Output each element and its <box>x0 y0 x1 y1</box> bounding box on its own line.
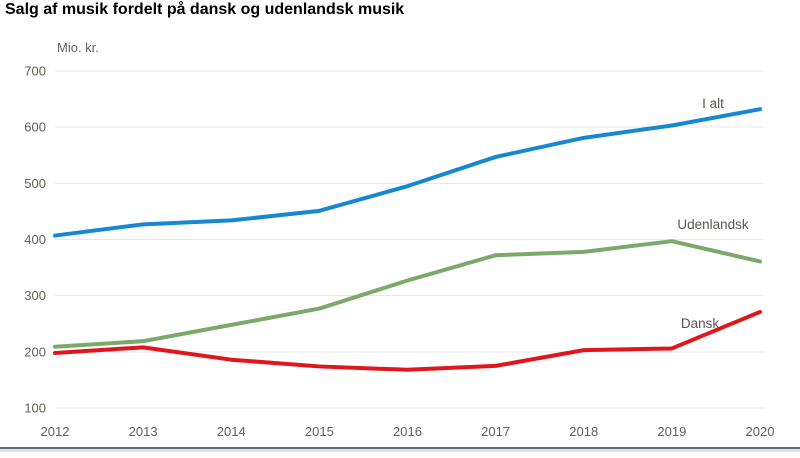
y-tick-label: 200 <box>24 344 46 359</box>
x-tick-label: 2013 <box>129 424 158 439</box>
x-tick-label: 2015 <box>305 424 334 439</box>
footer-divider-dark <box>0 447 800 449</box>
x-tick-label: 2012 <box>41 424 70 439</box>
footer-divider-light <box>0 449 800 452</box>
series-label-udenlandsk: Udenlandsk <box>677 217 749 232</box>
y-tick-label: 700 <box>24 64 46 79</box>
series-line-udenlandsk <box>53 239 762 349</box>
x-tick-label: 2018 <box>569 424 598 439</box>
chart-title: Salg af musik fordelt på dansk og udenla… <box>5 1 405 18</box>
series-line-i-alt <box>53 107 762 238</box>
y-tick-label: 300 <box>24 288 46 303</box>
x-tick-label: 2017 <box>481 424 510 439</box>
y-tick-label: 600 <box>24 120 46 135</box>
y-tick-label: 400 <box>24 232 46 247</box>
y-tick-label: 500 <box>24 176 46 191</box>
y-axis-unit-label: Mio. kr. <box>57 40 99 55</box>
series-label-dansk: Dansk <box>681 316 720 331</box>
y-tick-label: 100 <box>24 401 46 416</box>
x-tick-label: 2020 <box>746 424 775 439</box>
x-tick-label: 2016 <box>393 424 422 439</box>
x-tick-label: 2019 <box>657 424 686 439</box>
series-line-dansk <box>53 309 762 372</box>
x-tick-label: 2014 <box>217 424 246 439</box>
series-label-i-alt: I alt <box>702 96 724 111</box>
